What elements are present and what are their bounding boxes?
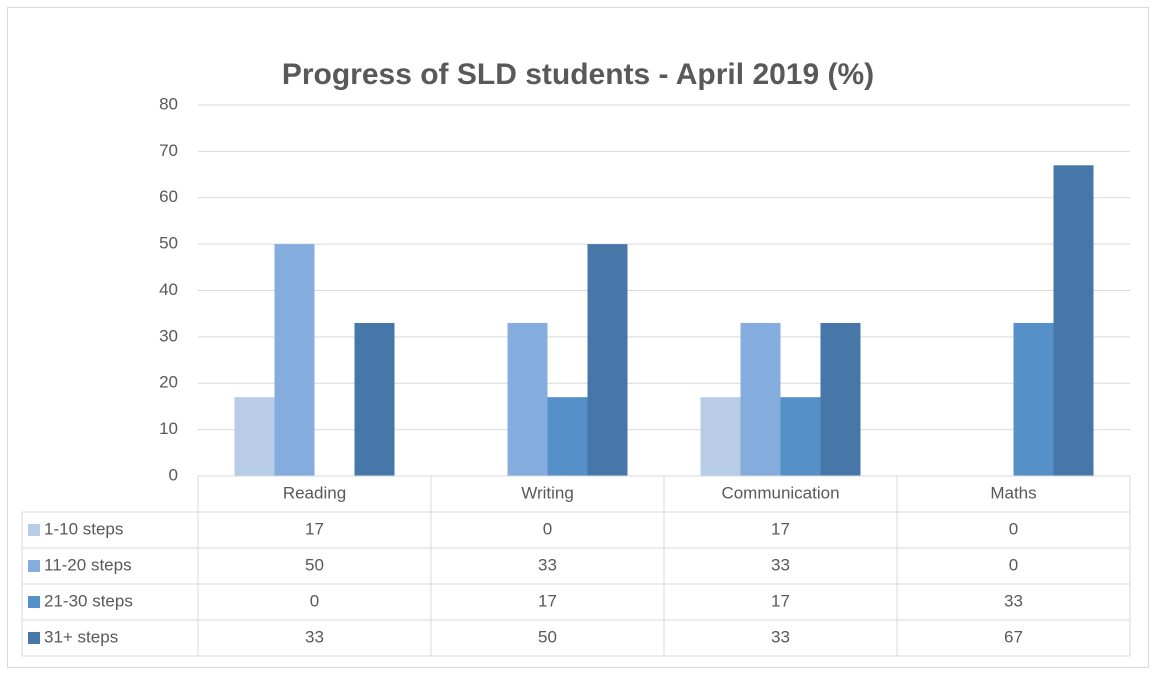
legend-key [28, 560, 40, 572]
table-value: 17 [538, 591, 557, 610]
legend-label: 21-30 steps [44, 591, 133, 610]
y-tick-label: 80 [159, 94, 178, 113]
bar [820, 322, 861, 476]
bar [354, 322, 395, 476]
legend-label: 11-20 steps [44, 555, 132, 574]
legend-key [28, 524, 40, 536]
table-value: 0 [1009, 555, 1018, 574]
table-value: 33 [771, 555, 790, 574]
table-value: 50 [538, 627, 557, 646]
table-value: 33 [1004, 591, 1023, 610]
table-value: 50 [305, 555, 324, 574]
table-value: 0 [310, 591, 319, 610]
table-value: 17 [305, 519, 324, 538]
legend-key [28, 632, 40, 644]
y-tick-label: 50 [159, 234, 178, 253]
x-tick-label: Communication [721, 483, 839, 502]
table-value: 33 [305, 627, 324, 646]
y-tick-label: 0 [169, 465, 178, 484]
bar [587, 244, 628, 476]
y-tick-label: 40 [159, 280, 178, 299]
bar [547, 397, 588, 476]
chart-title: Progress of SLD students - April 2019 (%… [282, 58, 874, 91]
chart-border [7, 7, 1149, 668]
y-tick-label: 10 [159, 419, 178, 438]
bar [234, 397, 275, 476]
table-value: 67 [1004, 627, 1023, 646]
table-value: 0 [1009, 519, 1018, 538]
bar [740, 322, 781, 476]
x-tick-label: Writing [521, 483, 574, 502]
table-value: 17 [771, 591, 790, 610]
y-tick-label: 70 [159, 141, 178, 160]
y-tick-label: 60 [159, 187, 178, 206]
table-value: 17 [771, 519, 790, 538]
x-tick-label: Reading [283, 483, 346, 502]
legend-key [28, 596, 40, 608]
bar [274, 244, 315, 476]
legend-label: 1-10 steps [44, 519, 123, 538]
bar [780, 397, 821, 476]
bar [1053, 165, 1094, 476]
y-tick-label: 30 [159, 326, 178, 345]
table-value: 33 [771, 627, 790, 646]
bar [507, 322, 548, 476]
table-value: 33 [538, 555, 557, 574]
y-tick-label: 20 [159, 373, 178, 392]
bar [1013, 322, 1054, 476]
table-value: 0 [543, 519, 552, 538]
x-tick-label: Maths [990, 483, 1036, 502]
bar [700, 397, 741, 476]
legend-label: 31+ steps [44, 627, 118, 646]
